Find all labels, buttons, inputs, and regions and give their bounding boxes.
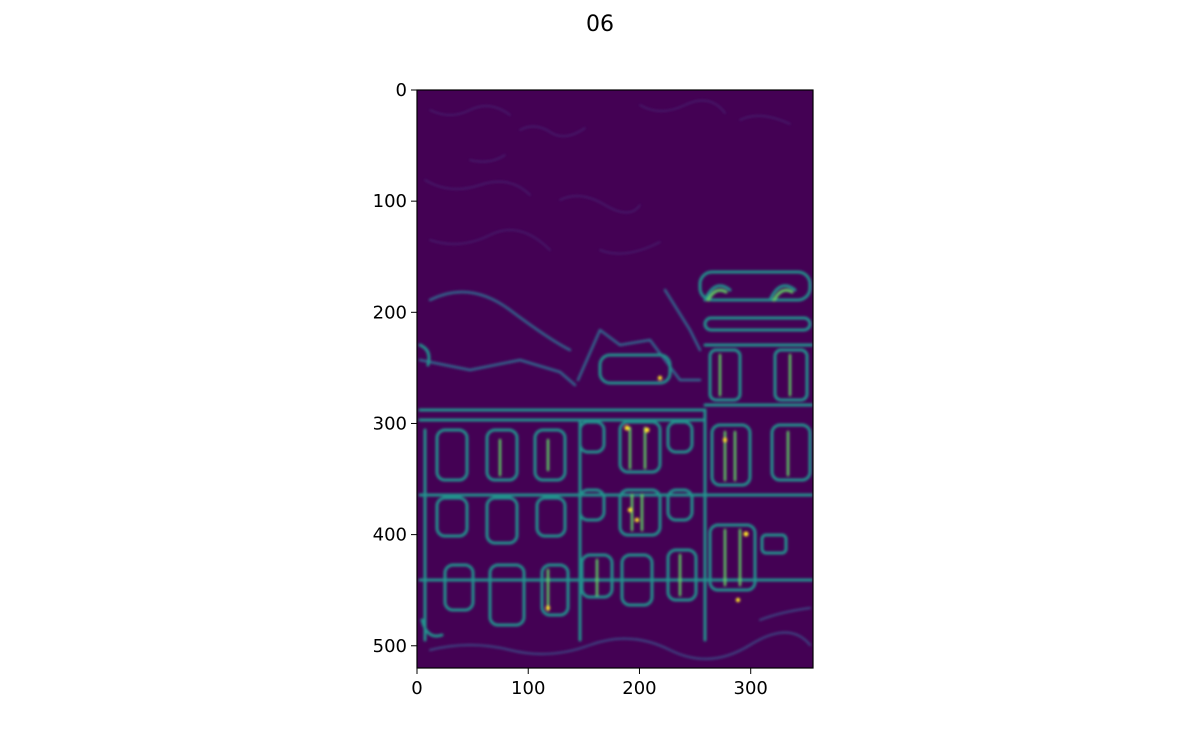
y-tick-label: 400 <box>373 525 407 546</box>
x-tick-label: 300 <box>734 678 768 699</box>
figure-title: 06 <box>586 12 614 37</box>
x-tick-label: 200 <box>622 678 656 699</box>
axes-frame <box>416 89 814 669</box>
x-tick-label: 100 <box>511 678 545 699</box>
x-tick-label: 0 <box>411 678 422 699</box>
y-tick-label: 300 <box>373 413 407 434</box>
image-background <box>417 90 813 668</box>
y-tick-label: 200 <box>373 302 407 323</box>
y-tick-label: 500 <box>373 636 407 657</box>
edge-texture <box>418 99 813 660</box>
y-tick-label: 0 <box>396 80 407 101</box>
y-tick-label: 100 <box>373 191 407 212</box>
y-axis: 0 100 200 300 400 500 <box>373 80 417 657</box>
x-axis: 0 100 200 300 <box>411 668 768 699</box>
image-area <box>417 90 813 668</box>
